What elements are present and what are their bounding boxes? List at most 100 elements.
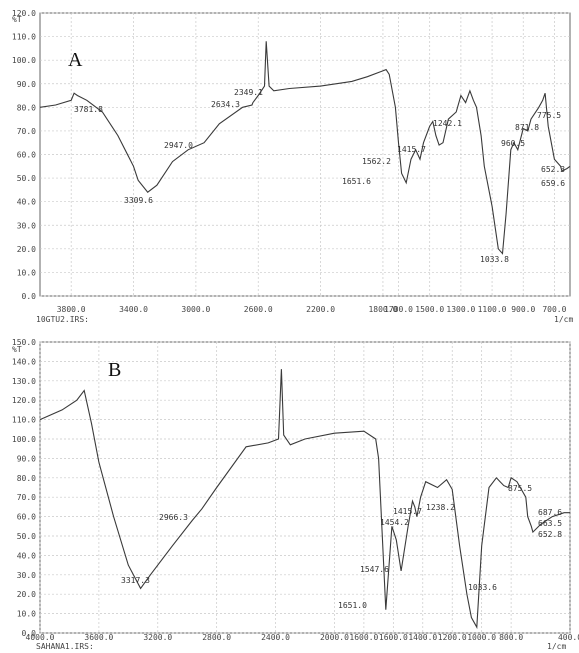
y-tick-label: 120.0 xyxy=(12,396,36,405)
peak-label: 1415.7 xyxy=(397,145,426,154)
y-tick-label: 20.0 xyxy=(17,590,36,599)
x-tick-label: 2600.0 xyxy=(244,305,273,314)
peak-label: 1033.6 xyxy=(468,583,497,592)
y-tick-label: 130.0 xyxy=(12,377,36,386)
x-tick-label: 1000.0 xyxy=(467,633,496,642)
y-tick-label: 60.0 xyxy=(17,513,36,522)
y-tick-label: 100.0 xyxy=(12,56,36,65)
peak-label: 3309.6 xyxy=(124,196,153,205)
y-tick-label: 90.0 xyxy=(17,454,36,463)
panel-label-a: A xyxy=(68,49,83,71)
peak-label: 2966.3 xyxy=(159,513,188,522)
y-tick-label: 120.0 xyxy=(12,9,36,18)
y-tick-label: 110.0 xyxy=(12,416,36,425)
peak-label: 1415.7 xyxy=(393,507,422,516)
peak-label: 2947.0 xyxy=(164,141,193,150)
y-tick-label: 40.0 xyxy=(17,551,36,560)
x-tick-label: 900.0 xyxy=(511,305,535,314)
peak-label: 875.5 xyxy=(508,484,532,493)
x-tick-label: 2200.0 xyxy=(306,305,335,314)
y-unit-b: %T xyxy=(12,345,22,354)
peak-label: 1238.2 xyxy=(426,503,455,512)
x-tick-label: 1200.0 xyxy=(438,633,467,642)
y-tick-label: 80.0 xyxy=(17,474,36,483)
x-tick-label: 1800.0 xyxy=(368,305,397,314)
y-tick-label: 10.0 xyxy=(17,610,36,619)
x-tick-label: 400.0 xyxy=(558,633,579,642)
x-tick-label: 2000.0 xyxy=(320,633,349,642)
peak-label: 659.6 xyxy=(541,179,565,188)
footer-filename-b: SAHANA1.IRS: xyxy=(36,642,94,651)
peak-label: 960.5 xyxy=(501,139,525,148)
peak-label: 687.6 xyxy=(538,508,562,517)
y-tick-label: 90.0 xyxy=(17,80,36,89)
panel-label-b: B xyxy=(108,359,121,381)
peak-label: 3781.8 xyxy=(74,105,103,114)
x-tick-label: 1600.0 xyxy=(349,633,378,642)
spectrum-panel-b: 0.0 10.0 20.0 30.0 40.0 50.0 60.0 70.0 80.0 90.0 1… xyxy=(12,338,579,651)
footer-filename-a: 10GTU2.IRS: xyxy=(36,315,89,324)
y-tick-label: 110.0 xyxy=(12,33,36,42)
x-tick-label: 1400.0 xyxy=(408,633,437,642)
spectrum-panel-a: 0.0 10.0 20.0 30.0 40.0 50.0 60.0 70.0 80.0 90.0 1… xyxy=(12,9,574,324)
y-tick-label: 10.0 xyxy=(17,268,36,277)
x-tick-label: 3800.0 xyxy=(57,305,86,314)
gridlines-b xyxy=(39,341,571,634)
x-tick-labels-a: 3800.0 3400.0 3000.0 2600.0 2200.0 1800.01700… xyxy=(57,305,567,314)
peak-label: 1651.6 xyxy=(342,177,371,186)
x-tick-label: 1700.0 xyxy=(384,305,413,314)
peak-label: 1547.6 xyxy=(360,565,389,574)
y-tick-label: 0.0 xyxy=(22,629,37,638)
peak-label: 652.3 xyxy=(541,165,565,174)
transmittance-trace-a xyxy=(39,41,571,255)
peak-label: 1242.1 xyxy=(433,119,462,128)
x-unit-a: 1/cm xyxy=(554,315,573,324)
x-tick-label: 4000.0 xyxy=(26,633,55,642)
x-tick-label: 3000.0 xyxy=(181,305,210,314)
y-tick-label: 80.0 xyxy=(17,103,36,112)
x-tick-label: 3600.0 xyxy=(84,633,113,642)
x-tick-label: 2800.0 xyxy=(202,633,231,642)
gridlines-a xyxy=(40,12,570,297)
y-tick-label: 50.0 xyxy=(17,174,36,183)
peak-label: 2349.1 xyxy=(234,88,263,97)
y-tick-labels-a: 0.0 10.0 20.0 30.0 40.0 50.0 60.0 70.0 80.0 90.0 1… xyxy=(12,9,36,301)
y-tick-labels-b: 0.0 10.0 20.0 30.0 40.0 50.0 60.0 70.0 80.0 90.0 1… xyxy=(12,338,36,638)
y-tick-label: 30.0 xyxy=(17,221,36,230)
x-tick-label: 1300.0 xyxy=(446,305,475,314)
y-tick-label: 50.0 xyxy=(17,532,36,541)
x-unit-b: 1/cm xyxy=(547,642,566,651)
peak-label: 775.5 xyxy=(537,111,561,120)
y-tick-label: 0.0 xyxy=(22,292,37,301)
peak-label: 1033.8 xyxy=(480,255,509,264)
x-tick-label: 1100.0 xyxy=(478,305,507,314)
peak-label: 3317.3 xyxy=(121,576,150,585)
x-tick-label: 3200.0 xyxy=(143,633,172,642)
peak-label: 871.8 xyxy=(515,123,539,132)
peak-label: 1651.0 xyxy=(338,601,367,610)
peak-label: 1562.2 xyxy=(362,157,391,166)
y-tick-label: 150.0 xyxy=(12,338,36,347)
peak-label: 652.8 xyxy=(538,530,562,539)
x-tick-label: 3400.0 xyxy=(119,305,148,314)
x-tick-label: 1500.0 xyxy=(415,305,444,314)
peak-label: 663.5 xyxy=(538,519,562,528)
peak-label: 2634.3 xyxy=(211,100,240,109)
y-tick-label: 30.0 xyxy=(17,571,36,580)
y-tick-label: 20.0 xyxy=(17,245,36,254)
x-tick-label: 700.0 xyxy=(542,305,566,314)
x-tick-label: 2400.0 xyxy=(261,633,290,642)
x-tick-labels-b: 4000.0 3600.0 3200.0 2800.0 2400.0 2000.0 1600… xyxy=(26,633,579,642)
x-tick-label: 1600.0 xyxy=(379,633,408,642)
y-tick-label: 140.0 xyxy=(12,357,36,366)
y-tick-label: 60.0 xyxy=(17,151,36,160)
y-tick-label: 100.0 xyxy=(12,435,36,444)
y-tick-label: 70.0 xyxy=(17,127,36,136)
x-tick-label: 800.0 xyxy=(499,633,523,642)
peak-label: 1454.2 xyxy=(380,518,409,527)
y-unit-a: %T xyxy=(12,15,22,24)
y-tick-label: 40.0 xyxy=(17,198,36,207)
y-tick-label: 70.0 xyxy=(17,493,36,502)
transmittance-trace-b xyxy=(39,369,570,630)
